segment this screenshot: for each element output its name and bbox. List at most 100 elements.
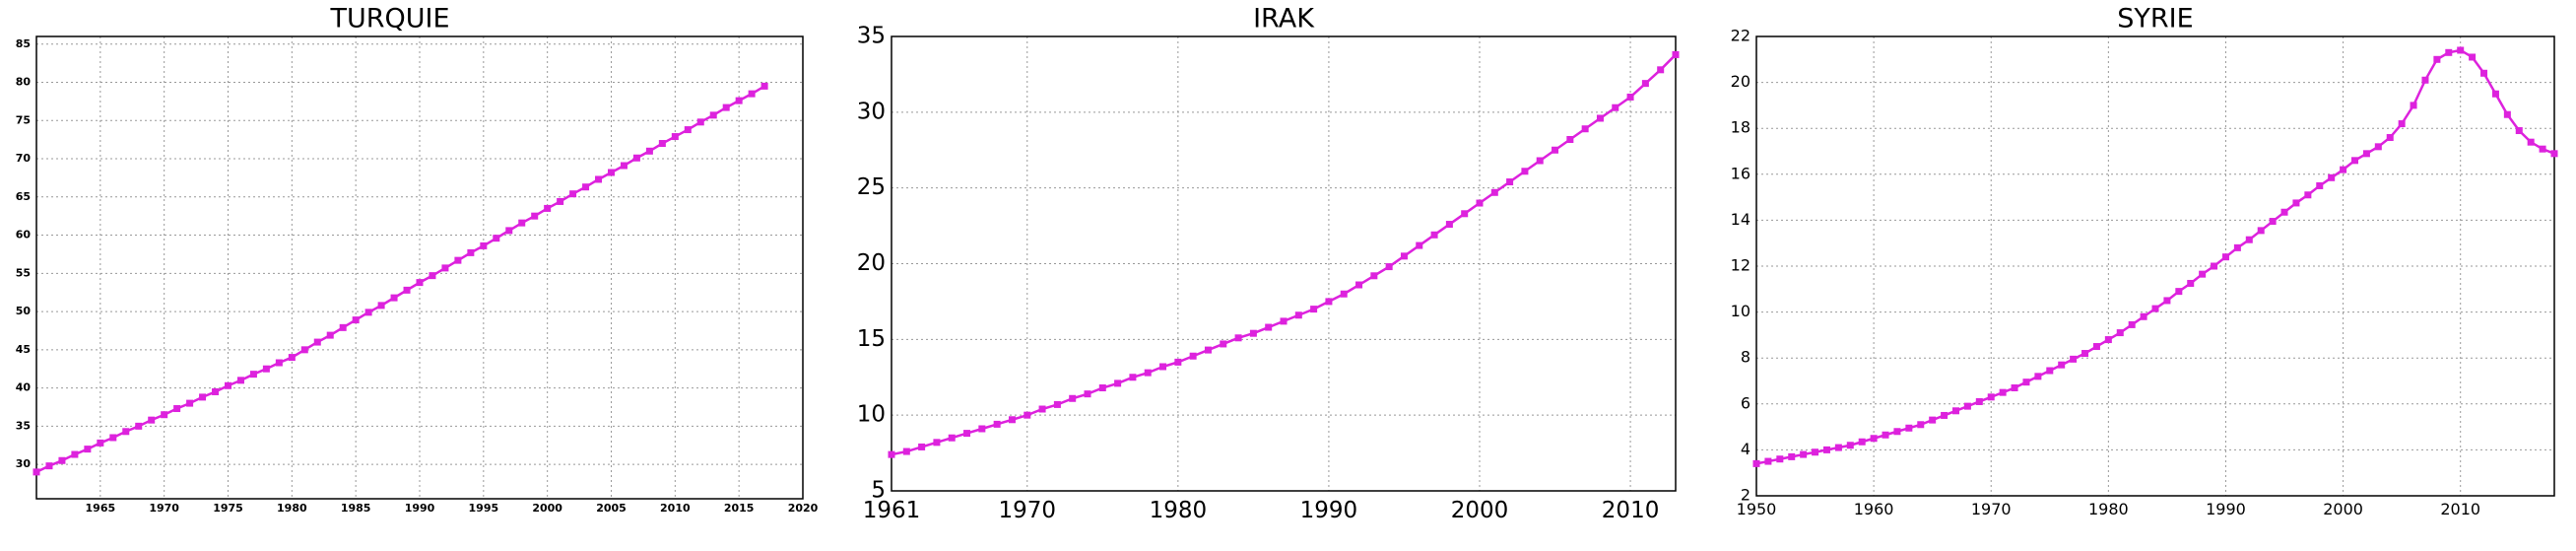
data-point (467, 248, 475, 256)
data-point (2187, 279, 2195, 287)
data-point (2257, 227, 2265, 235)
data-point (1812, 448, 1819, 456)
data-point (1430, 231, 1438, 239)
data-point (888, 450, 895, 458)
y-tick-label: 22 (1731, 27, 1750, 45)
data-point (902, 448, 910, 455)
data-point (480, 241, 488, 249)
x-tick-label: 1980 (2088, 500, 2129, 518)
data-point (1858, 438, 1866, 446)
data-point (2034, 373, 2042, 380)
x-tick-label: 1975 (213, 502, 243, 515)
y-tick-label: 85 (16, 37, 31, 50)
y-tick-label: 65 (16, 190, 31, 203)
data-point (1999, 388, 2007, 396)
x-tick-label: 2010 (1602, 498, 1660, 523)
data-point (1084, 390, 1091, 398)
data-point (1846, 442, 1854, 449)
data-point (632, 154, 640, 162)
y-tick-label: 30 (16, 457, 32, 470)
data-point (1204, 346, 1212, 354)
data-point (569, 190, 577, 198)
y-tick-label: 55 (16, 266, 31, 279)
data-point (377, 302, 385, 310)
data-point (236, 377, 244, 384)
data-point (1053, 400, 1061, 408)
data-point (1038, 405, 1046, 413)
data-point (2233, 243, 2241, 251)
x-tick-label: 1965 (86, 502, 116, 515)
data-point (2503, 110, 2511, 118)
data-point (1776, 455, 1784, 463)
y-tick-label: 45 (16, 343, 31, 356)
y-tick-label: 15 (857, 326, 886, 352)
data-point (2351, 157, 2358, 165)
data-point (97, 439, 104, 447)
data-point (1445, 221, 1453, 229)
x-tick-label: 1990 (2206, 500, 2246, 518)
data-point (122, 428, 130, 436)
data-point (2022, 379, 2030, 386)
data-point (671, 133, 679, 141)
data-point (1963, 402, 1971, 410)
data-point (1893, 428, 1901, 436)
chart-title: TURQUIE (329, 4, 449, 34)
y-tick-label: 75 (16, 113, 31, 126)
data-point (225, 381, 231, 389)
data-point (993, 420, 1001, 428)
data-point (212, 387, 220, 395)
x-tick-label: 1950 (1737, 500, 1777, 518)
data-line (35, 85, 765, 473)
data-point (933, 439, 941, 447)
data-point (1159, 363, 1167, 371)
data-point (696, 118, 704, 126)
x-tick-label: 1970 (1971, 500, 2012, 518)
data-point (1788, 452, 1796, 460)
data-point (1189, 352, 1197, 360)
data-point (518, 219, 526, 227)
data-point (262, 365, 270, 373)
data-point (2328, 173, 2336, 181)
x-tick-label: 1990 (405, 502, 435, 515)
data-point (595, 175, 603, 183)
data-point (1672, 50, 1680, 58)
y-tick-label: 4 (1741, 440, 1750, 458)
data-point (2457, 46, 2465, 54)
y-tick-label: 20 (1731, 72, 1750, 91)
x-tick-label: 1980 (1150, 498, 1208, 523)
data-point (2374, 143, 2382, 151)
chart-title: SYRIE (2117, 4, 2193, 34)
data-point (544, 204, 552, 212)
data-point (33, 468, 40, 476)
data-point (1612, 103, 1619, 111)
x-tick-label: 2015 (724, 502, 755, 515)
data-point (2092, 343, 2100, 351)
data-point (557, 197, 564, 205)
data-point (2421, 76, 2429, 84)
data-point (1917, 421, 1925, 429)
data-point (1581, 125, 1589, 133)
plot-frame (1755, 35, 2555, 497)
x-tick-label: 2010 (2440, 500, 2480, 518)
y-tick-label: 10 (857, 402, 886, 428)
data-point (2175, 288, 2183, 296)
data-point (300, 346, 308, 354)
data-point (2480, 69, 2488, 77)
data-point (963, 430, 971, 438)
data-point (2515, 127, 2523, 135)
data-point (71, 450, 79, 458)
data-point (1385, 263, 1393, 271)
x-tick-label: 2000 (1451, 498, 1509, 523)
data-point (1008, 416, 1016, 424)
data-point (645, 147, 653, 155)
data-point (658, 140, 666, 148)
y-tick-label: 50 (16, 305, 32, 317)
data-point (1220, 340, 1227, 348)
data-point (948, 434, 956, 442)
data-point (2128, 320, 2136, 328)
x-tick-label: 2005 (596, 502, 627, 515)
data-point (2491, 90, 2499, 98)
data-point (1400, 252, 1408, 260)
data-point (1280, 317, 1288, 325)
data-point (1490, 188, 1498, 196)
